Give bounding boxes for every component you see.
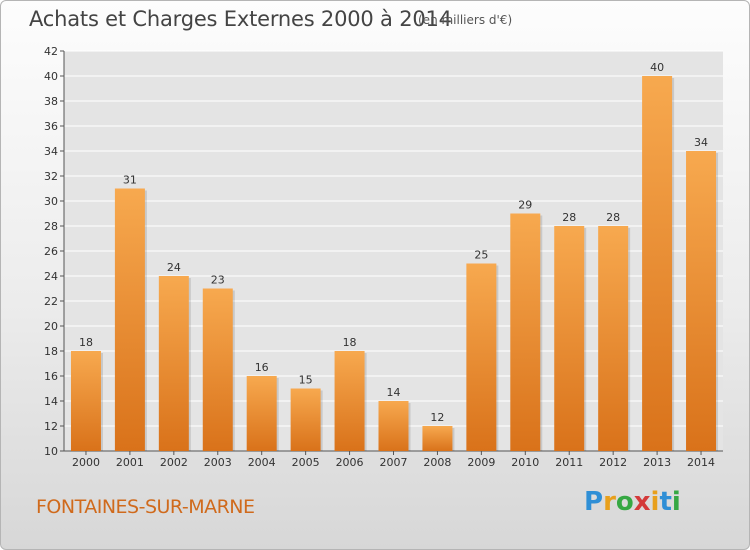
bar-value-label: 28 [606, 211, 620, 224]
chart-unit-label: (en milliers d'€) [418, 13, 513, 27]
bar-value-label: 28 [562, 211, 576, 224]
x-tick-label: 2011 [555, 456, 583, 469]
bar-value-label: 24 [167, 261, 181, 274]
y-tick-label: 32 [44, 170, 58, 183]
bar-value-label: 25 [474, 249, 488, 262]
bar [642, 76, 673, 451]
y-tick-label: 36 [44, 120, 58, 133]
y-tick-label: 34 [44, 145, 58, 158]
bar [246, 376, 277, 451]
x-tick-label: 2006 [336, 456, 364, 469]
y-tick-label: 16 [44, 370, 58, 383]
bar [422, 426, 453, 451]
x-tick-label: 2007 [380, 456, 408, 469]
bar [158, 276, 189, 451]
y-tick-label: 14 [44, 395, 58, 408]
bar-value-label: 18 [79, 336, 93, 349]
bar-value-label: 18 [343, 336, 357, 349]
y-tick-label: 42 [44, 45, 58, 58]
bar [290, 388, 321, 451]
bar [686, 151, 717, 451]
x-tick-label: 2004 [248, 456, 276, 469]
bar [554, 226, 585, 451]
bar-value-label: 34 [694, 136, 708, 149]
y-tick-label: 40 [44, 70, 58, 83]
x-tick-label: 2009 [467, 456, 495, 469]
x-tick-label: 2000 [72, 456, 100, 469]
y-tick-label: 18 [44, 345, 58, 358]
y-tick-label: 28 [44, 220, 58, 233]
x-tick-label: 2005 [292, 456, 320, 469]
y-tick-label: 10 [44, 445, 58, 458]
y-tick-label: 26 [44, 245, 58, 258]
y-tick-label: 38 [44, 95, 58, 108]
y-tick-label: 12 [44, 420, 58, 433]
y-tick-label: 20 [44, 320, 58, 333]
bar [114, 188, 145, 451]
bar [70, 351, 101, 451]
bar [202, 288, 233, 451]
x-tick-label: 2012 [599, 456, 627, 469]
city-name: FONTAINES-SUR-MARNE [36, 496, 255, 518]
bar-value-label: 16 [255, 361, 269, 374]
x-tick-label: 2008 [423, 456, 451, 469]
x-tick-label: 2003 [204, 456, 232, 469]
x-tick-label: 2001 [116, 456, 144, 469]
x-tick-label: 2002 [160, 456, 188, 469]
bar-value-label: 14 [387, 386, 401, 399]
bar [598, 226, 629, 451]
bar-value-label: 15 [299, 374, 313, 387]
x-tick-label: 2014 [687, 456, 715, 469]
x-tick-label: 2010 [511, 456, 539, 469]
bar [334, 351, 365, 451]
bar [378, 401, 409, 451]
bar-value-label: 12 [430, 411, 444, 424]
x-tick-label: 2013 [643, 456, 671, 469]
bar-value-label: 23 [211, 274, 225, 287]
bar-value-label: 31 [123, 174, 137, 187]
bar [510, 213, 541, 451]
chart-title: Achats et Charges Externes 2000 à 2014 [29, 7, 452, 31]
bar-value-label: 29 [518, 199, 532, 212]
y-tick-label: 24 [44, 270, 58, 283]
bar-value-label: 40 [650, 61, 664, 74]
y-tick-label: 22 [44, 295, 58, 308]
y-tick-label: 30 [44, 195, 58, 208]
proxiti-logo[interactable]: Proxiti [584, 487, 681, 517]
bar [466, 263, 497, 451]
